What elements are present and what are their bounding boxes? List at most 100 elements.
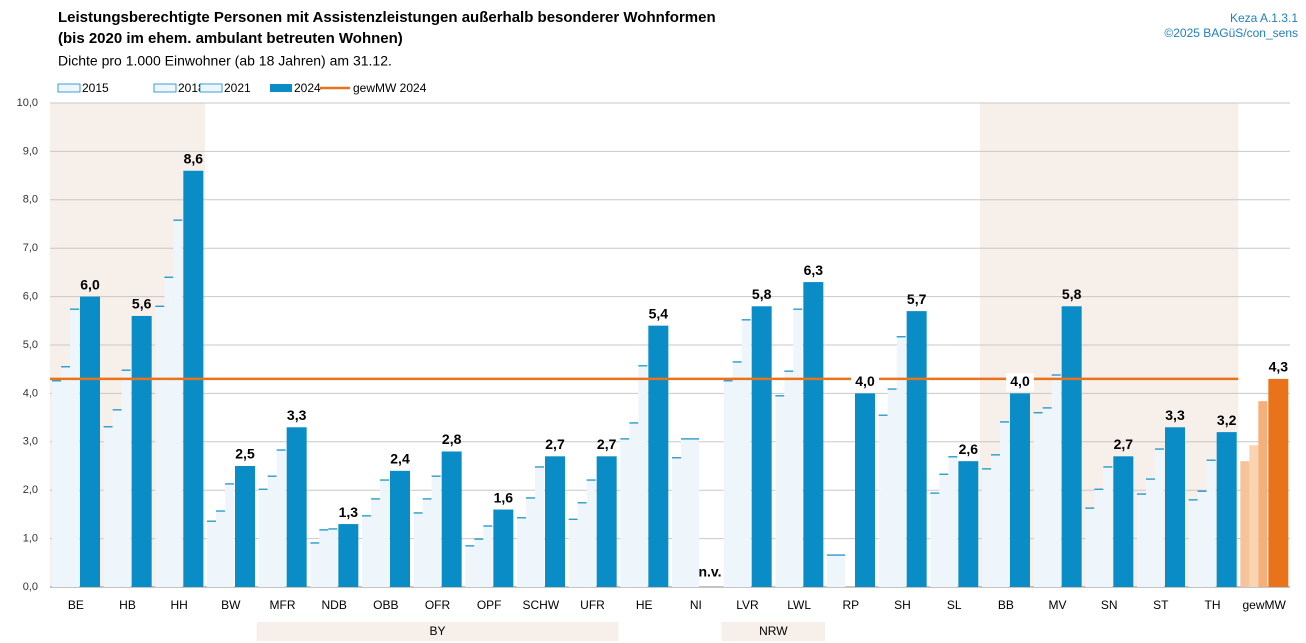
bar (441, 451, 462, 587)
bar (690, 438, 699, 587)
bar (1216, 432, 1237, 587)
bar (103, 426, 113, 587)
chart-subtitle: Dichte pro 1.000 Einwohner (ab 18 Jahren… (58, 53, 392, 69)
x-tick-label: SH (894, 598, 911, 612)
x-tick-label: OPF (477, 598, 502, 612)
bar (681, 438, 690, 587)
data-label: 6,0 (80, 276, 100, 292)
bar (1033, 412, 1043, 587)
bar (371, 498, 380, 587)
legend-swatch (199, 83, 223, 93)
bar (235, 466, 255, 587)
bar (225, 483, 234, 587)
bar (1146, 479, 1155, 587)
legend-label: 2024 (294, 81, 321, 95)
bar (483, 526, 493, 587)
bar (1206, 460, 1216, 587)
group-label: NRW (759, 624, 788, 638)
data-label: 2,7 (597, 436, 617, 452)
copyright: ©2025 BAGüS/con_sens (1164, 26, 1298, 40)
bar (948, 456, 958, 587)
data-label: 4,3 (1269, 359, 1289, 375)
x-tick-label: BB (998, 598, 1014, 612)
x-tick-label: BE (68, 598, 84, 612)
bar (991, 454, 1000, 587)
bar (887, 389, 897, 587)
bar (586, 480, 596, 587)
bar (906, 311, 927, 587)
bar (493, 509, 514, 587)
bar (258, 489, 268, 587)
bar (216, 511, 225, 587)
data-label: 3,3 (1165, 407, 1185, 423)
bar (61, 366, 70, 587)
x-tick-label: NDB (321, 598, 346, 612)
x-tick-label: ST (1153, 598, 1169, 612)
bar (1113, 456, 1134, 587)
bar (775, 395, 785, 587)
bar (390, 470, 410, 587)
bar (751, 306, 772, 587)
bar (741, 319, 751, 587)
y-tick-label: 0,0 (23, 581, 38, 593)
bar (784, 371, 794, 587)
data-label: 2,5 (235, 446, 255, 462)
bar (577, 502, 587, 587)
bar (338, 524, 359, 587)
legend-label: 2018 (178, 81, 205, 95)
x-tick-label: HE (636, 598, 653, 612)
group-box (256, 622, 619, 641)
y-tick-label: 5,0 (23, 339, 38, 351)
x-tick-label: SN (1101, 598, 1118, 612)
bar (310, 542, 320, 587)
bar (328, 528, 338, 587)
x-tick-label: HH (170, 598, 187, 612)
bar (362, 515, 371, 587)
data-label: 3,2 (1217, 412, 1237, 428)
x-tick-label: BW (221, 598, 241, 612)
data-label: 8,6 (184, 150, 204, 166)
x-tick-label: LWL (787, 598, 811, 612)
data-label: 4,0 (855, 373, 875, 389)
bar (836, 555, 845, 587)
y-tick-label: 7,0 (23, 242, 38, 254)
y-tick-label: 10,0 (17, 97, 38, 109)
data-label: 5,8 (1062, 286, 1082, 302)
x-tick-label: TH (1205, 598, 1221, 612)
bar (155, 306, 165, 587)
bar (52, 380, 61, 587)
x-tick-label: SL (947, 598, 962, 612)
bar (1137, 494, 1146, 587)
data-label: 5,6 (132, 296, 152, 312)
data-label: 1,6 (494, 489, 514, 505)
bar (431, 476, 441, 587)
bar (319, 529, 329, 587)
bar (1103, 466, 1113, 587)
bar (1000, 421, 1009, 587)
y-tick-label: 2,0 (23, 484, 38, 496)
y-tick-label: 1,0 (23, 533, 38, 545)
y-tick-label: 4,0 (23, 387, 38, 399)
data-label: 2,6 (959, 441, 979, 457)
bar (1051, 375, 1061, 587)
bar (1240, 461, 1250, 587)
bar (672, 457, 681, 587)
data-label: 5,7 (907, 291, 927, 307)
data-label: n.v. (698, 564, 721, 580)
x-tick-label: MFR (270, 598, 296, 612)
bar (939, 474, 949, 587)
bar (1094, 489, 1104, 587)
bar (732, 361, 742, 587)
x-tick-label: OFR (425, 598, 451, 612)
bar (276, 450, 286, 587)
x-tick-label: RP (842, 598, 859, 612)
legend-label: gewMW 2024 (353, 81, 427, 95)
legend-swatch (57, 83, 81, 93)
group-label: BY (429, 624, 445, 638)
x-tick-label: NI (690, 598, 702, 612)
bar (286, 427, 307, 587)
x-tick-label: OBB (373, 598, 398, 612)
bar (413, 512, 423, 587)
bar (648, 325, 669, 587)
legend-label: 2021 (224, 81, 251, 95)
